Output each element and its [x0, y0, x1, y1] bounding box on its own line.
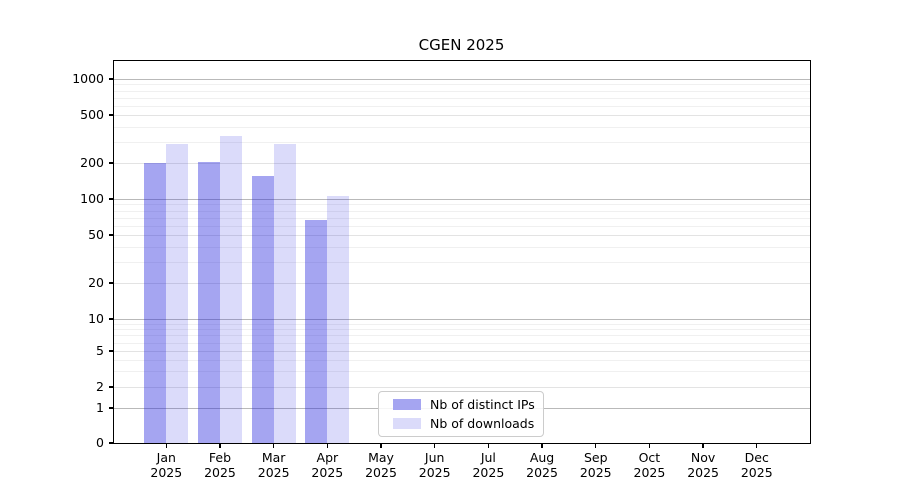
gridline [114, 115, 810, 117]
gridline [114, 319, 810, 321]
gridline [114, 199, 810, 201]
y-tick-label: 2 [96, 379, 104, 394]
bar-downloads [219, 136, 242, 443]
x-axis-tick [541, 444, 543, 448]
y-axis-tick [109, 162, 114, 164]
bar-downloads [327, 196, 350, 443]
gridline [114, 342, 810, 344]
y-axis-tick [109, 114, 114, 116]
y-axis-tick [109, 282, 114, 284]
x-axis-tick [272, 444, 275, 448]
bar-distinct-ips [197, 161, 220, 443]
x-tick-label: Aug 2025 [526, 450, 558, 480]
gridline [114, 105, 810, 107]
gridline [114, 225, 810, 227]
x-axis-tick [756, 444, 758, 448]
gridline [114, 141, 810, 143]
x-tick-label: Feb 2025 [204, 450, 236, 480]
y-axis-tick [109, 234, 114, 236]
gridline [114, 210, 810, 212]
x-axis-tick [487, 444, 490, 448]
x-axis-tick [219, 444, 221, 448]
x-tick-label: Dec 2025 [740, 450, 773, 480]
x-axis-tick [648, 444, 651, 448]
x-axis-tick [326, 444, 329, 448]
gridline [114, 235, 810, 237]
gridline [114, 329, 810, 331]
gridline [114, 246, 810, 248]
x-axis-tick [165, 444, 167, 448]
y-axis-tick [109, 350, 114, 352]
x-tick-label: Jul 2025 [472, 450, 505, 480]
bar-distinct-ips [251, 176, 274, 443]
y-tick-label: 1000 [72, 71, 104, 86]
x-tick-label: Mar 2025 [257, 450, 290, 480]
gridline [114, 90, 810, 92]
gridline [114, 79, 810, 81]
y-tick-label: 200 [80, 154, 104, 170]
y-tick-label: 5 [96, 343, 104, 358]
gridline [114, 282, 810, 284]
legend-label-downloads: Nb of downloads [430, 416, 535, 431]
legend-label-distinct-ips: Nb of distinct IPs [430, 397, 535, 412]
y-axis-tick [109, 78, 114, 80]
x-axis-tick [702, 444, 704, 448]
y-tick-label: 100 [80, 191, 104, 206]
gridline [114, 323, 810, 325]
legend: Nb of distinct IPs Nb of downloads [378, 391, 544, 437]
y-tick-label: 20 [88, 274, 104, 290]
legend-item-distinct-ips: Nb of distinct IPs [387, 397, 535, 413]
x-tick-label: Jan 2025 [150, 450, 183, 480]
legend-swatch-downloads [393, 418, 421, 429]
bar-downloads [273, 144, 296, 443]
x-tick-label: Oct 2025 [633, 450, 666, 480]
gridline [114, 217, 810, 219]
x-axis-tick [380, 444, 382, 448]
gridline [114, 371, 810, 373]
y-tick-label: 50 [88, 227, 104, 243]
bar-downloads [166, 143, 189, 443]
x-tick-label: Jun 2025 [418, 450, 451, 480]
plot-area [113, 60, 811, 444]
chart-title: CGEN 2025 [418, 36, 505, 54]
y-tick-label: 1 [96, 400, 104, 415]
legend-item-downloads: Nb of downloads [387, 416, 535, 432]
gridline [114, 359, 810, 361]
bar-distinct-ips [144, 162, 167, 443]
y-axis-tick [109, 198, 114, 200]
gridline [114, 335, 810, 337]
y-axis-tick [109, 407, 114, 409]
x-tick-label: May 2025 [365, 450, 397, 480]
bar-distinct-ips [305, 219, 328, 443]
gridline [114, 204, 810, 206]
gridline [114, 261, 810, 263]
x-axis-tick [595, 444, 597, 448]
gridline [114, 351, 810, 352]
x-tick-label: Apr 2025 [311, 450, 344, 480]
y-axis-tick [109, 386, 114, 388]
y-tick-label: 10 [88, 311, 104, 326]
legend-swatch-distinct-ips [393, 399, 421, 410]
y-axis-tick [109, 318, 114, 320]
x-axis-tick [434, 444, 436, 448]
x-tick-label: Sep 2025 [579, 450, 612, 480]
x-tick-label: Nov 2025 [687, 450, 719, 480]
y-tick-label: 0 [96, 435, 104, 450]
gridline [114, 162, 810, 164]
y-axis-tick [109, 442, 114, 444]
y-tick-label: 500 [80, 107, 104, 123]
gridline [114, 126, 810, 128]
gridline [114, 387, 810, 388]
gridline [114, 97, 810, 99]
gridline [114, 84, 810, 86]
